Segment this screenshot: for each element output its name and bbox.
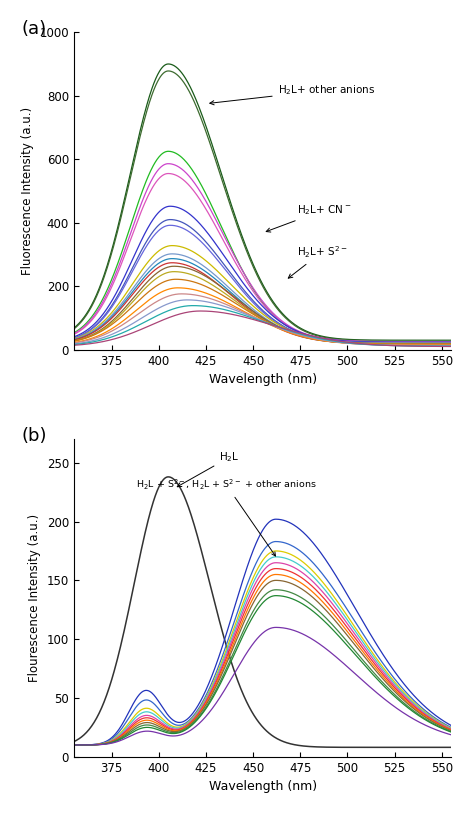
Text: H$_2$L: H$_2$L bbox=[177, 450, 240, 487]
Text: H$_2$L+ S$^{2-}$: H$_2$L+ S$^{2-}$ bbox=[288, 244, 347, 278]
Text: H$_2$L + S$^{2-}$, H$_2$L + S$^{2-}$ + other anions: H$_2$L + S$^{2-}$, H$_2$L + S$^{2-}$ + o… bbox=[136, 478, 317, 556]
Y-axis label: Flourescence Intensity (a.u.): Flourescence Intensity (a.u.) bbox=[28, 514, 41, 682]
Y-axis label: Fluorescence Intensity (a.u.): Fluorescence Intensity (a.u.) bbox=[21, 107, 34, 275]
Text: (a): (a) bbox=[21, 20, 46, 37]
X-axis label: Wavelength (nm): Wavelength (nm) bbox=[209, 780, 317, 793]
Text: (b): (b) bbox=[21, 427, 46, 444]
X-axis label: Wavelength (nm): Wavelength (nm) bbox=[209, 373, 317, 386]
Text: H$_2$L+ CN$^-$: H$_2$L+ CN$^-$ bbox=[266, 204, 351, 232]
Text: H$_2$L+ other anions: H$_2$L+ other anions bbox=[210, 83, 375, 105]
